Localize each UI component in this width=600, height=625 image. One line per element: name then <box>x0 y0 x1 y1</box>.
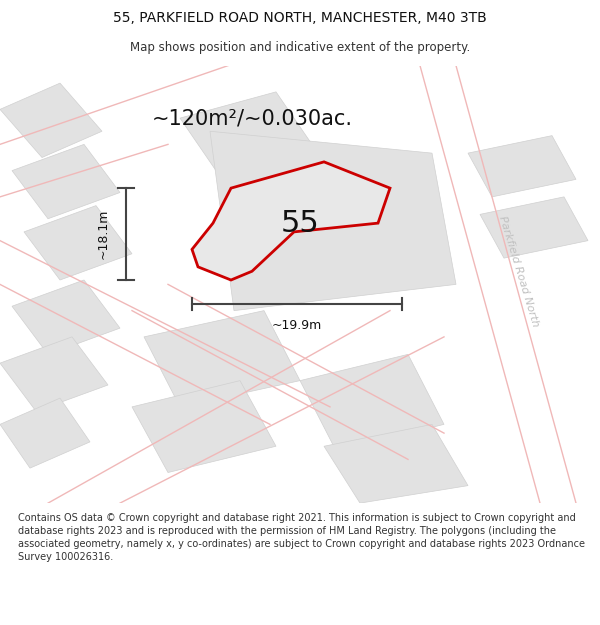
Polygon shape <box>0 337 108 411</box>
Polygon shape <box>12 280 120 354</box>
Polygon shape <box>0 83 102 158</box>
Text: 55, PARKFIELD ROAD NORTH, MANCHESTER, M40 3TB: 55, PARKFIELD ROAD NORTH, MANCHESTER, M4… <box>113 11 487 26</box>
Polygon shape <box>132 381 276 472</box>
Polygon shape <box>324 424 468 503</box>
Polygon shape <box>0 398 90 468</box>
Polygon shape <box>180 92 312 171</box>
Polygon shape <box>144 311 300 407</box>
Polygon shape <box>468 136 576 197</box>
Text: Contains OS data © Crown copyright and database right 2021. This information is : Contains OS data © Crown copyright and d… <box>18 513 585 562</box>
Polygon shape <box>210 131 456 311</box>
Text: 55: 55 <box>281 209 319 238</box>
Text: Parkfield Road North: Parkfield Road North <box>497 214 541 328</box>
Polygon shape <box>12 144 120 219</box>
Text: ~19.9m: ~19.9m <box>272 319 322 332</box>
Polygon shape <box>480 197 588 258</box>
Polygon shape <box>192 162 390 280</box>
Text: Map shows position and indicative extent of the property.: Map shows position and indicative extent… <box>130 41 470 54</box>
Text: ~18.1m: ~18.1m <box>97 209 110 259</box>
Polygon shape <box>24 206 132 280</box>
Polygon shape <box>300 354 444 451</box>
Text: ~120m²/~0.030ac.: ~120m²/~0.030ac. <box>151 108 353 128</box>
